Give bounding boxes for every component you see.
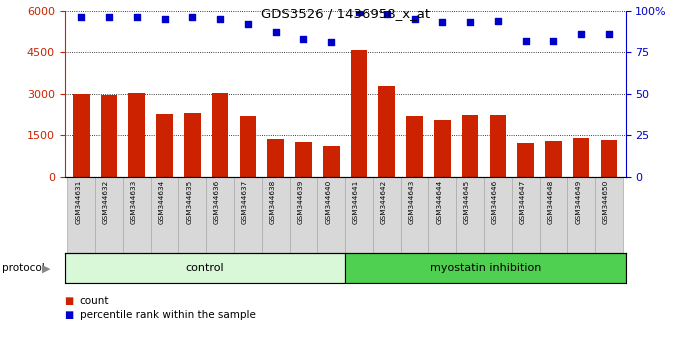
FancyBboxPatch shape <box>123 177 151 253</box>
Text: GSM344646: GSM344646 <box>492 179 498 223</box>
Point <box>187 15 198 20</box>
Text: GSM344641: GSM344641 <box>353 179 359 223</box>
Text: GSM344637: GSM344637 <box>242 179 248 223</box>
Point <box>270 29 281 35</box>
FancyBboxPatch shape <box>595 177 623 253</box>
Point <box>103 15 114 20</box>
FancyBboxPatch shape <box>95 177 123 253</box>
Point <box>437 19 447 25</box>
Text: GSM344643: GSM344643 <box>409 179 415 223</box>
Point <box>215 16 226 22</box>
Bar <box>101 95 118 177</box>
Text: GSM344634: GSM344634 <box>158 179 165 223</box>
FancyBboxPatch shape <box>401 177 428 253</box>
Point <box>464 19 475 25</box>
Bar <box>184 113 201 177</box>
FancyBboxPatch shape <box>151 177 178 253</box>
Bar <box>129 93 145 177</box>
Bar <box>156 114 173 177</box>
Point <box>243 21 254 27</box>
FancyBboxPatch shape <box>206 177 234 253</box>
Text: count: count <box>80 296 109 306</box>
Text: GSM344648: GSM344648 <box>547 179 554 223</box>
Text: GSM344633: GSM344633 <box>131 179 137 223</box>
Point <box>492 18 503 23</box>
Point <box>576 31 587 37</box>
Bar <box>211 93 228 177</box>
Point <box>520 38 531 44</box>
Text: GSM344645: GSM344645 <box>464 179 470 223</box>
Text: GSM344632: GSM344632 <box>103 179 109 223</box>
FancyBboxPatch shape <box>65 253 345 283</box>
Point <box>298 36 309 42</box>
Text: GSM344635: GSM344635 <box>186 179 192 223</box>
Bar <box>379 86 395 177</box>
Bar <box>600 140 617 177</box>
Point <box>131 15 142 20</box>
Text: ■: ■ <box>65 310 74 320</box>
Text: GDS3526 / 1436958_x_at: GDS3526 / 1436958_x_at <box>260 7 430 20</box>
Bar <box>490 115 506 177</box>
Point <box>409 16 420 22</box>
Bar <box>462 115 479 177</box>
Text: GSM344642: GSM344642 <box>381 179 387 223</box>
Text: GSM344650: GSM344650 <box>603 179 609 223</box>
Text: myostatin inhibition: myostatin inhibition <box>430 263 541 273</box>
FancyBboxPatch shape <box>318 177 345 253</box>
FancyBboxPatch shape <box>428 177 456 253</box>
FancyBboxPatch shape <box>456 177 484 253</box>
FancyBboxPatch shape <box>512 177 539 253</box>
Point <box>354 10 364 15</box>
FancyBboxPatch shape <box>539 177 567 253</box>
Text: control: control <box>186 263 224 273</box>
FancyBboxPatch shape <box>345 177 373 253</box>
Point <box>159 16 170 22</box>
Bar <box>73 95 90 177</box>
Text: ■: ■ <box>65 296 74 306</box>
Text: GSM344647: GSM344647 <box>520 179 526 223</box>
Bar <box>323 147 339 177</box>
FancyBboxPatch shape <box>345 253 626 283</box>
Bar <box>517 143 534 177</box>
FancyBboxPatch shape <box>567 177 595 253</box>
FancyBboxPatch shape <box>234 177 262 253</box>
Bar <box>295 142 311 177</box>
Text: GSM344636: GSM344636 <box>214 179 220 223</box>
Text: percentile rank within the sample: percentile rank within the sample <box>80 310 256 320</box>
Point <box>326 39 337 45</box>
FancyBboxPatch shape <box>373 177 401 253</box>
Text: GSM344644: GSM344644 <box>437 179 442 223</box>
Bar <box>434 120 451 177</box>
Point <box>603 31 614 37</box>
Text: protocol: protocol <box>2 263 45 273</box>
FancyBboxPatch shape <box>262 177 290 253</box>
Point <box>76 15 87 20</box>
Point <box>548 38 559 44</box>
FancyBboxPatch shape <box>67 177 95 253</box>
Text: GSM344640: GSM344640 <box>325 179 331 223</box>
Text: GSM344631: GSM344631 <box>75 179 82 223</box>
Bar <box>573 138 590 177</box>
Bar <box>545 141 562 177</box>
Text: ▶: ▶ <box>42 263 50 273</box>
Text: GSM344638: GSM344638 <box>270 179 275 223</box>
FancyBboxPatch shape <box>484 177 512 253</box>
Point <box>381 11 392 17</box>
Bar <box>267 139 284 177</box>
Bar <box>351 50 367 177</box>
FancyBboxPatch shape <box>290 177 318 253</box>
Text: GSM344649: GSM344649 <box>575 179 581 223</box>
Text: GSM344639: GSM344639 <box>297 179 303 223</box>
FancyBboxPatch shape <box>178 177 206 253</box>
Bar <box>239 116 256 177</box>
Bar <box>406 116 423 177</box>
